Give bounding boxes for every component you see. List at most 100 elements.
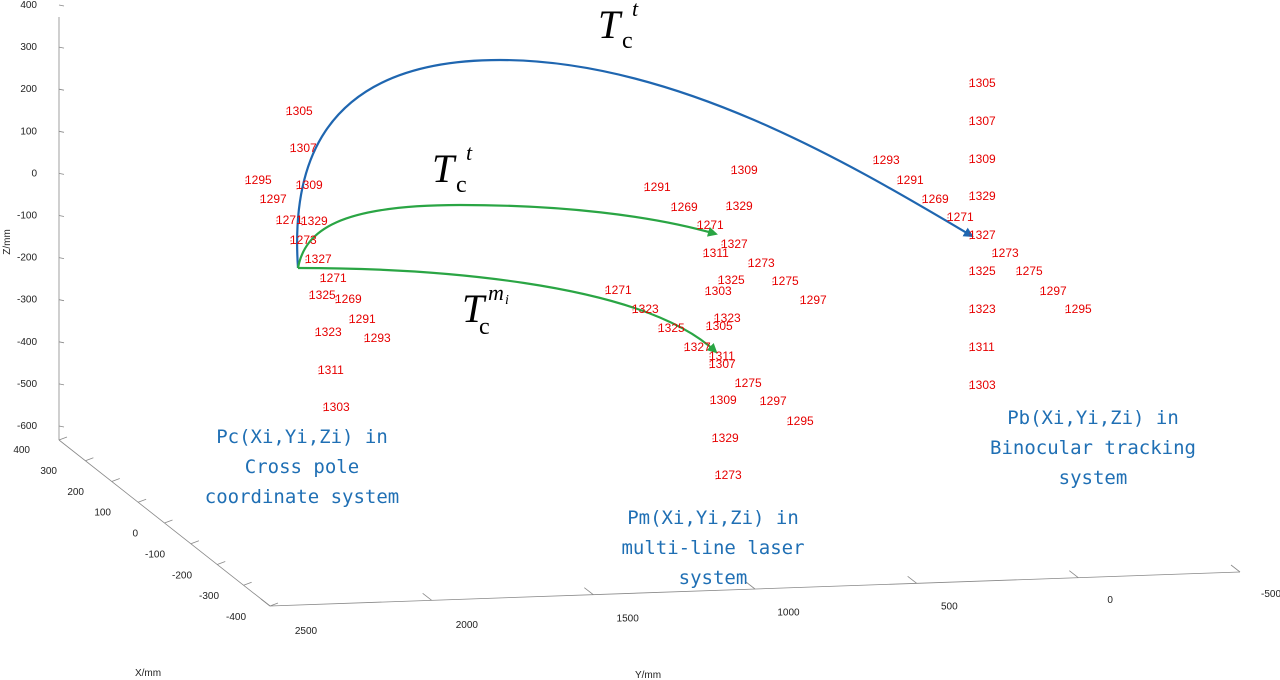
point: 1271: [320, 271, 347, 285]
z-tick-mark: [58, 257, 65, 259]
point-label: 1305: [286, 104, 313, 118]
point: 1275: [735, 376, 762, 390]
point-label: 1323: [969, 302, 996, 316]
point-label: 1271: [605, 283, 632, 297]
transform-superscript: m: [488, 280, 504, 305]
point-label: 1329: [301, 214, 328, 228]
point-label: 1271: [697, 218, 724, 232]
group-caption-pb: Pb(Xi,Yi,Zi) in Binocular tracking system: [990, 407, 1196, 489]
z-axis-title: Z/mm: [2, 229, 13, 255]
point-label: 1295: [1065, 302, 1092, 316]
point-label: 1327: [969, 228, 996, 242]
y-tick-label: -500: [1261, 589, 1280, 600]
point-label: 1271: [320, 271, 347, 285]
x-axis-ticks: 400 300 200 100 0 -100 -200 -300 -400: [13, 436, 279, 623]
z-tick-mark: [58, 46, 65, 49]
point: 1311: [969, 340, 995, 354]
z-tick-mark: [58, 383, 65, 386]
point-label: 1327: [305, 252, 332, 266]
point: 1327: [969, 228, 996, 242]
group-caption-line: system: [1059, 467, 1128, 489]
point-label: 1291: [349, 312, 376, 326]
point: 1311: [318, 363, 344, 377]
point: 1269: [335, 292, 362, 306]
point: 1325: [309, 288, 336, 302]
transform-arrow-pc-to-pm-lower: [297, 266, 718, 354]
transform-symbol: T: [598, 2, 623, 47]
point-label: 1303: [969, 378, 996, 392]
transform-superscript: t: [632, 0, 639, 21]
transform-superscript-index: i: [505, 293, 509, 308]
point: 1327: [305, 252, 332, 266]
point-label: 1325: [309, 288, 336, 302]
point-label: 1297: [800, 293, 827, 307]
point: 1309: [296, 178, 323, 192]
transform-arrow-pc-to-pb: [295, 58, 974, 269]
point: 1325: [658, 321, 685, 335]
point: 1297: [800, 293, 827, 307]
point-label: 1325: [658, 321, 685, 335]
point: 1309: [731, 163, 758, 177]
transform-label-green-upper: T c t: [432, 140, 473, 198]
point-label: 1269: [922, 192, 949, 206]
group-caption-line: system: [679, 567, 748, 589]
point-label: 1325: [969, 264, 996, 278]
point: 1305: [969, 76, 996, 90]
z-tick-label: 100: [20, 126, 37, 137]
point: 1329: [712, 431, 739, 445]
point-label: 1269: [671, 200, 698, 214]
y-tick-label: 2500: [295, 626, 318, 637]
point-label: 1293: [873, 153, 900, 167]
transform-symbol: T: [432, 146, 457, 191]
point-label: 1327: [684, 340, 711, 354]
y-tick-label: 1500: [617, 614, 640, 625]
transform-label-green-lower: T c m i: [462, 280, 509, 340]
group-caption-line: Pc(Xi,Yi,Zi) in: [216, 426, 388, 448]
x-tick-label: -300: [199, 591, 219, 602]
z-tick-mark: [58, 299, 65, 302]
point-label: 1275: [772, 274, 799, 288]
x-tick-label: -100: [145, 549, 165, 560]
point-label: 1275: [1016, 264, 1043, 278]
point: 1293: [364, 331, 391, 345]
y-tick-mark: [422, 593, 432, 601]
point-label: 1311: [703, 246, 729, 260]
point-label: 1305: [706, 319, 733, 333]
point-label: 1275: [735, 376, 762, 390]
transform-label-blue: T c t: [598, 0, 639, 54]
transform-subscript: c: [479, 314, 490, 340]
point: 1305: [706, 319, 733, 333]
point-label: 1273: [290, 233, 317, 247]
point-label: 1303: [705, 284, 732, 298]
y-tick-label: 1000: [777, 608, 800, 619]
x-tick-mark: [58, 436, 68, 441]
point-label: 1271: [276, 213, 303, 227]
point-label: 1307: [709, 357, 736, 371]
point-label: 1329: [969, 189, 996, 203]
point-label: 1307: [969, 114, 996, 128]
point-label: 1271: [947, 210, 974, 224]
y-tick-mark: [745, 581, 756, 590]
z-tick-label: -100: [17, 211, 37, 222]
point-label: 1329: [726, 199, 753, 213]
x-tick-label: 0: [132, 529, 138, 540]
x-tick-label: -200: [172, 570, 192, 581]
point-label: 1311: [709, 349, 735, 363]
point: 1271: [276, 213, 303, 227]
point-label: 1309: [731, 163, 758, 177]
z-tick-mark: [58, 173, 65, 175]
z-tick-label: 400: [20, 0, 37, 11]
z-tick-mark: [58, 88, 65, 91]
z-tick-label: -400: [17, 337, 37, 348]
point-label: 1295: [787, 414, 814, 428]
point: 1303: [969, 378, 996, 392]
point: 1307: [709, 357, 736, 371]
point: 1323: [632, 302, 659, 316]
z-tick-label: -300: [17, 295, 37, 306]
z-tick-label: -600: [17, 421, 37, 432]
z-tick-label: 200: [20, 84, 37, 95]
point-label: 1323: [632, 302, 659, 316]
point: 1297: [1040, 284, 1067, 298]
x-tick-mark: [137, 498, 147, 503]
y-axis-ticks: 2500 2000 1500 1000 500 0 -500: [260, 564, 1280, 637]
